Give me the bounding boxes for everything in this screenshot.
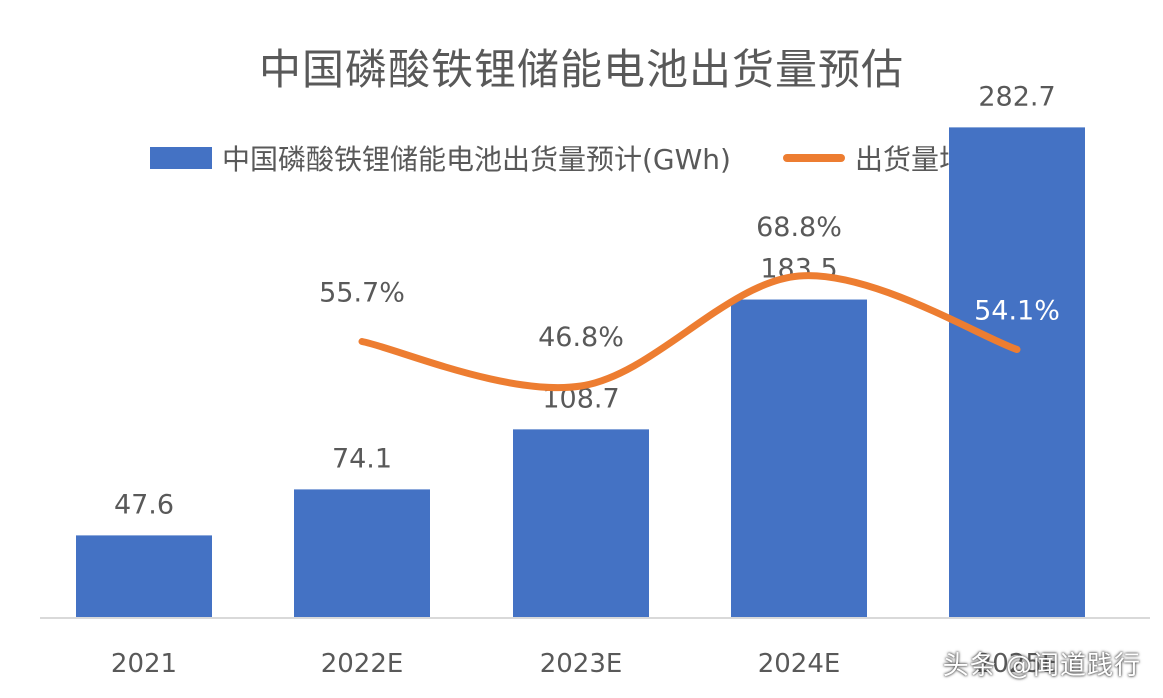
bar-2024E: [731, 299, 867, 618]
legend-swatch-bar: [150, 147, 212, 169]
x-tick-label: 2022E: [321, 649, 404, 679]
chart-title: 中国磷酸铁锂储能电池出货量预估: [258, 45, 904, 94]
growth-label: 46.8%: [538, 322, 624, 353]
bar-2023E: [513, 429, 649, 618]
bar-2022E: [294, 489, 430, 618]
x-tick-label: 2023E: [540, 649, 623, 679]
bar-value-label: 47.6: [114, 489, 174, 520]
growth-label: 54.1%: [974, 296, 1060, 327]
legend-label-bar: 中国磷酸铁锂储能电池出货量预计(GWh): [222, 143, 731, 176]
line-label-group: 55.7% 46.8% 68.8% 54.1%: [319, 212, 1060, 353]
bar-2025E: [949, 127, 1085, 618]
x-tick-label: 2021: [111, 649, 177, 679]
watermark: 头条 @闻道践行: [942, 651, 1141, 681]
x-tick-label: 2024E: [758, 649, 841, 679]
growth-label: 55.7%: [319, 278, 405, 309]
legend-swatch-line: [782, 154, 845, 162]
bar-value-label: 282.7: [978, 81, 1055, 112]
growth-line: [358, 272, 1021, 392]
x-tick-label: 2025E: [976, 649, 1059, 679]
bar-value-label: 74.1: [332, 443, 392, 474]
bar-group: [76, 127, 1085, 618]
x-tick-group: 2021 2022E 2023E 2024E 2025E: [111, 649, 1058, 679]
legend-item-bar: 中国磷酸铁锂储能电池出货量预计(GWh): [150, 138, 731, 178]
bar-2021: [76, 535, 212, 618]
growth-label: 68.8%: [756, 212, 842, 243]
